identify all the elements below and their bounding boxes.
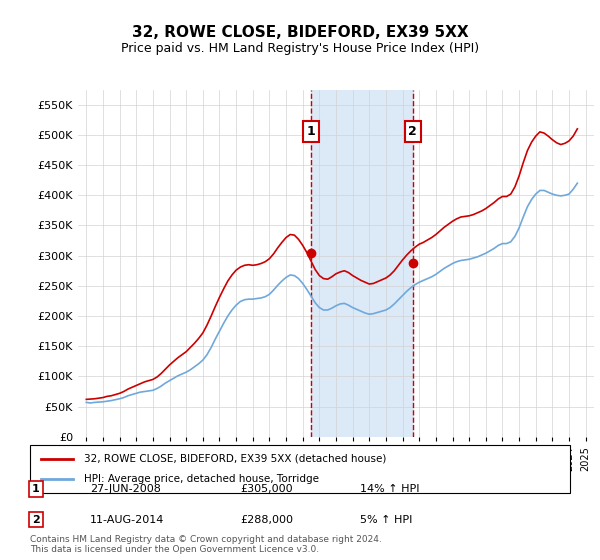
Text: 27-JUN-2008: 27-JUN-2008 [90, 484, 161, 494]
Text: 32, ROWE CLOSE, BIDEFORD, EX39 5XX: 32, ROWE CLOSE, BIDEFORD, EX39 5XX [131, 25, 469, 40]
Text: £305,000: £305,000 [240, 484, 293, 494]
Text: 1: 1 [32, 484, 40, 494]
Text: Contains HM Land Registry data © Crown copyright and database right 2024.
This d: Contains HM Land Registry data © Crown c… [30, 535, 382, 554]
Bar [311, 90, 413, 437]
Text: Price paid vs. HM Land Registry's House Price Index (HPI): Price paid vs. HM Land Registry's House … [121, 42, 479, 55]
Text: 2: 2 [409, 125, 417, 138]
Text: 1: 1 [307, 125, 315, 138]
Text: 14% ↑ HPI: 14% ↑ HPI [360, 484, 419, 494]
Text: £288,000: £288,000 [240, 515, 293, 525]
Text: 5% ↑ HPI: 5% ↑ HPI [360, 515, 412, 525]
Text: 32, ROWE CLOSE, BIDEFORD, EX39 5XX (detached house): 32, ROWE CLOSE, BIDEFORD, EX39 5XX (deta… [84, 454, 386, 464]
Text: 11-AUG-2014: 11-AUG-2014 [90, 515, 164, 525]
Text: HPI: Average price, detached house, Torridge: HPI: Average price, detached house, Torr… [84, 474, 319, 484]
FancyBboxPatch shape [30, 445, 570, 493]
Text: 2: 2 [32, 515, 40, 525]
